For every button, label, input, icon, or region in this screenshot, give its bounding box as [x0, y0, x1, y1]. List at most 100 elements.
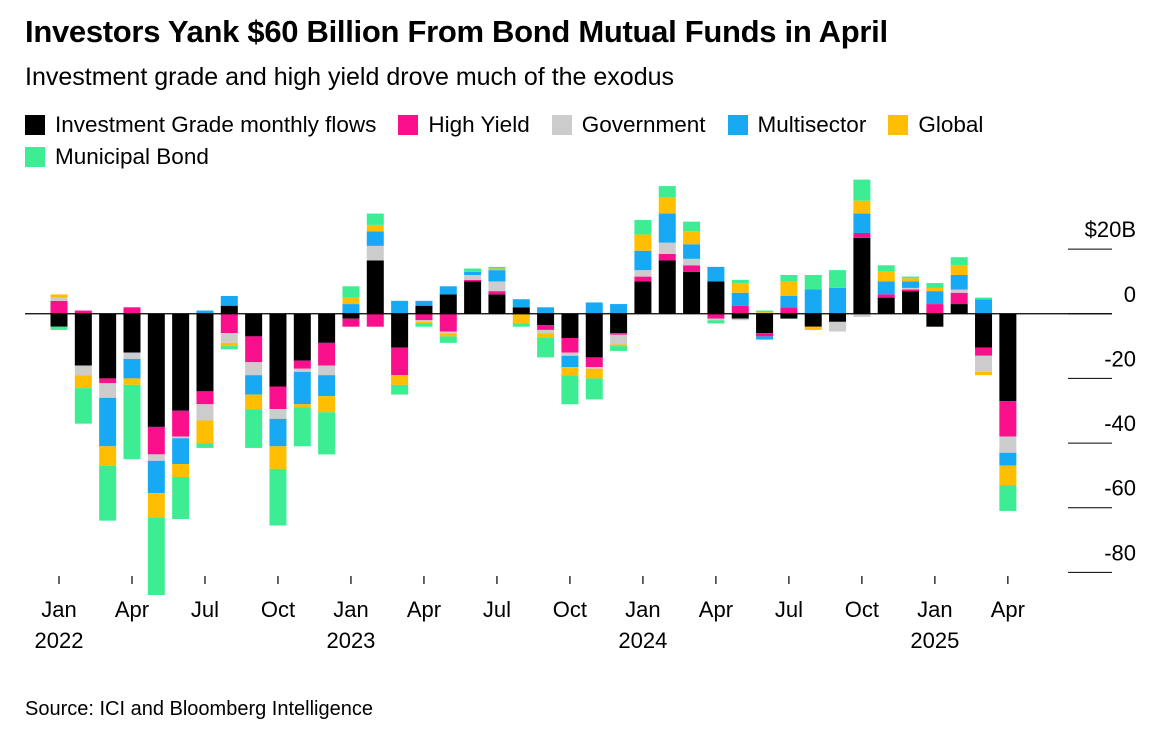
bar-segment [780, 295, 798, 308]
bar-segment [245, 362, 263, 376]
bar-segment [610, 313, 628, 334]
bar-segment [318, 375, 336, 397]
x-tick-label: Apr [114, 597, 150, 622]
x-tick-label: Jan 2023 [326, 597, 376, 653]
bar-segment [196, 391, 214, 405]
bar-segment [634, 220, 652, 235]
bar-segment [439, 336, 457, 343]
bar-segment [147, 454, 165, 461]
bar-segment [245, 336, 263, 363]
bar-segment [512, 307, 530, 314]
x-tick-label: Oct [844, 597, 879, 622]
bar-segment [147, 517, 165, 595]
legend-item: Multisector [727, 112, 866, 138]
bar-segment [975, 347, 993, 356]
bar-segment [488, 268, 506, 271]
bar-segment [269, 313, 287, 387]
bar-segment [877, 265, 895, 272]
bar-segment [950, 304, 968, 314]
bar-segment [707, 320, 725, 324]
bar-segment [220, 346, 238, 350]
bar-segment [172, 436, 190, 439]
bar-segment [658, 213, 676, 243]
bar-segment [293, 313, 311, 361]
bar-segment [683, 258, 701, 266]
bar-segment [342, 286, 360, 298]
bar-segment [950, 274, 968, 290]
bar-segment [147, 493, 165, 518]
bar-segment [50, 294, 68, 298]
bar-segment [707, 313, 725, 319]
bar-segment [658, 242, 676, 254]
legend-item: Municipal Bond [25, 144, 209, 170]
bar-segment [318, 396, 336, 413]
bar-segment [318, 313, 336, 343]
legend: Investment Grade monthly flows High Yield… [25, 112, 1125, 170]
bar-segment [804, 289, 822, 314]
bar-segment [196, 313, 214, 392]
bar-segment [99, 378, 117, 384]
bar-segment [950, 289, 968, 293]
bar-segment [707, 266, 725, 282]
bar-segment [366, 224, 384, 232]
bar-segment [123, 359, 141, 379]
bar-segment [147, 460, 165, 494]
bar-segment [537, 338, 555, 358]
bar-segment [99, 383, 117, 398]
legend-item: Investment Grade monthly flows [25, 112, 376, 138]
bar-segment [756, 312, 774, 314]
bar-segment [50, 326, 68, 330]
chart-title: Investors Yank $60 Billion From Bond Mut… [25, 14, 888, 49]
x-tick-label: Jan 2022 [34, 597, 84, 653]
bar-segment [634, 281, 652, 314]
bar-segment [561, 338, 579, 353]
bar-segment [780, 274, 798, 282]
bar-segment [877, 294, 895, 298]
bar-segment [245, 375, 263, 395]
legend-item: High Yield [398, 112, 530, 138]
bar-segment [999, 452, 1017, 466]
bar-segment [561, 375, 579, 405]
bar-segment [342, 297, 360, 305]
bar-segment [829, 287, 847, 314]
bar-segment [658, 253, 676, 261]
bar-segment [853, 179, 871, 201]
bar-segment [123, 352, 141, 360]
bar-segment [683, 221, 701, 232]
bar-segment [488, 266, 506, 269]
bar-segment [488, 270, 506, 282]
bar-segment [658, 186, 676, 198]
bar-segment [293, 407, 311, 447]
bar-segment [683, 231, 701, 245]
bar-segment [853, 213, 871, 233]
bar-segment [780, 281, 798, 296]
bar-segment [561, 313, 579, 339]
bar-segment [756, 336, 774, 340]
y-tick-label: -20 [1104, 346, 1136, 371]
bar-segment [537, 325, 555, 330]
bar-segment [269, 468, 287, 526]
bar-segment [829, 321, 847, 332]
chart-subtitle: Investment grade and high yield drove mu… [25, 63, 675, 91]
bar-segment [731, 305, 749, 314]
bar-segment [658, 260, 676, 314]
bar-segment [269, 409, 287, 419]
bar-segment [975, 355, 993, 372]
bar-segment [585, 367, 603, 369]
bar-segment [391, 347, 409, 376]
bar-segment [366, 260, 384, 314]
bar-segment [829, 313, 847, 322]
legend-swatch [25, 115, 45, 135]
legend-swatch [25, 147, 45, 167]
bar-segment [220, 305, 238, 314]
bar-segment [756, 310, 774, 313]
source-note: Source: ICI and Bloomberg Intelligence [25, 698, 373, 720]
x-tick-label: Jan 2025 [910, 597, 960, 653]
bar-segment [391, 384, 409, 395]
bar-segment [245, 409, 263, 448]
bar-segment [391, 300, 409, 314]
bar-segment [950, 265, 968, 275]
bar-segment [74, 310, 92, 314]
x-tick-label: Apr [406, 597, 442, 622]
x-tick-label: Jul [482, 597, 511, 622]
